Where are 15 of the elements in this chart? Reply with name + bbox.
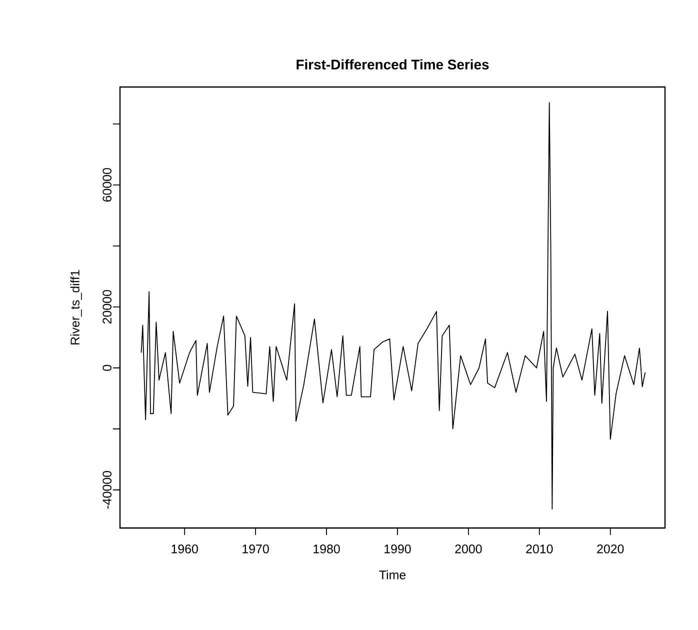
y-tick-label: 60000 bbox=[102, 168, 112, 202]
x-tick-label: 2020 bbox=[597, 544, 624, 554]
x-axis-title: Time bbox=[379, 570, 406, 580]
x-tick-label: 2000 bbox=[455, 544, 482, 554]
x-tick-label: 1990 bbox=[384, 544, 411, 554]
y-tick-label: 0 bbox=[102, 364, 112, 371]
y-tick-label: 20000 bbox=[102, 290, 112, 324]
y-axis-title: River_ts_diff1 bbox=[70, 270, 82, 344]
chart-title: First-Differenced Time Series bbox=[296, 59, 489, 70]
line-series bbox=[140, 102, 646, 510]
y-tick-label: -40000 bbox=[102, 470, 112, 509]
x-tick-label: 1980 bbox=[314, 544, 340, 554]
x-tick-label: 1960 bbox=[172, 544, 198, 554]
x-tick-label: 1970 bbox=[242, 544, 269, 554]
x-tick-label: 2010 bbox=[526, 544, 553, 554]
